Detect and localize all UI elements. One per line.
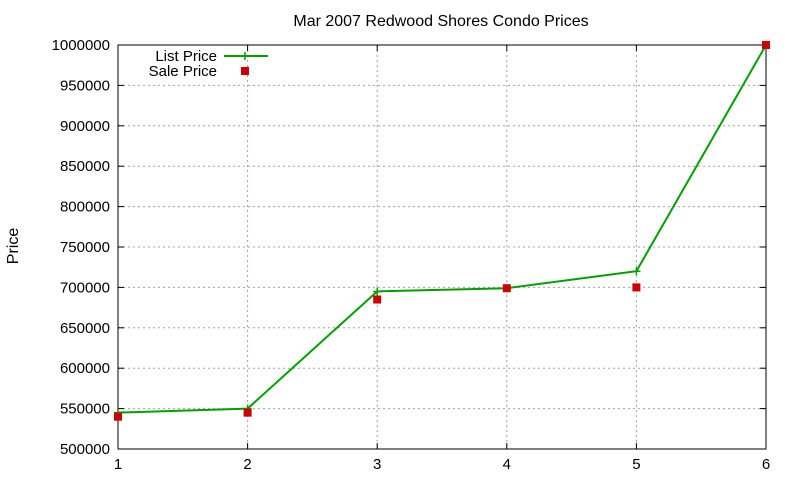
legend-marker-list-price [241, 52, 249, 60]
y-tick-label: 550000 [60, 401, 110, 418]
sale-price-point [114, 412, 122, 421]
sale-price-point [502, 284, 511, 293]
sale-price-point [243, 408, 252, 417]
y-tick-label: 700000 [60, 279, 110, 296]
y-tick-label: 500000 [60, 441, 110, 458]
legend-label-list-price: List Price [155, 48, 217, 65]
data-series [114, 41, 770, 421]
sale-price-point [632, 283, 641, 292]
y-tick-label: 950000 [60, 77, 110, 94]
y-axis-label: Price [5, 228, 22, 265]
y-tick-label: 600000 [60, 360, 110, 377]
x-tick-label: 1 [114, 456, 122, 473]
list-price-point [632, 267, 641, 276]
x-tick-label: 2 [243, 456, 251, 473]
list-price-point [373, 287, 382, 296]
x-tick-label: 5 [632, 456, 640, 473]
legend-label-sale-price: Sale Price [149, 63, 217, 80]
sale-price-point [762, 41, 770, 49]
legend-marker-sale-price [241, 67, 249, 75]
x-tick-label: 4 [503, 456, 511, 473]
grid-lines [118, 45, 766, 449]
y-tick-label: 850000 [60, 158, 110, 175]
x-tick-label: 3 [373, 456, 381, 473]
axis-ticks: 500000 550000 600000 650000 700000 750000 8000… [52, 37, 771, 473]
y-tick-label: 750000 [60, 239, 110, 256]
chart-title: Mar 2007 Redwood Shores Condo Prices [293, 13, 588, 30]
legend: List Price Sale Price [149, 48, 268, 80]
sale-price-point [373, 295, 382, 304]
y-tick-label: 1000000 [52, 37, 110, 54]
x-tick-label: 6 [762, 456, 770, 473]
y-tick-label: 650000 [60, 320, 110, 337]
y-tick-label: 800000 [60, 199, 110, 216]
y-tick-label: 900000 [60, 118, 110, 135]
list-price-line [117, 44, 767, 414]
